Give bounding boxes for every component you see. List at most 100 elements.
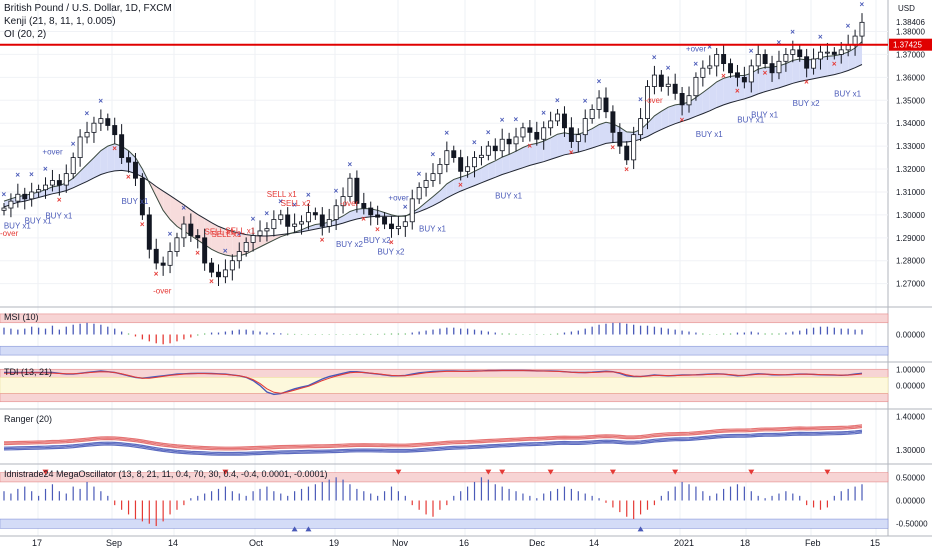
cloud-segment [716,78,724,108]
candle-body [748,65,754,83]
oi-indicator-label[interactable]: OI (20, 2) [4,29,47,40]
cloud-segment [529,143,537,166]
tdi-zero-tick: 0.00000 [896,382,925,391]
buy-cross-marker: × [707,42,712,51]
sell-signal-label: SELL x2 [281,199,311,208]
candle-body [174,237,180,252]
cloud-segment [52,185,60,194]
tdi-lower-band [0,393,889,403]
cloud-segment [827,55,835,76]
candle-body [312,212,318,216]
sell-signal-label: SELL x1 [211,230,241,239]
kenji-indicator-label[interactable]: Kenji (21, 8, 11, 1, 0.005) [4,16,116,27]
candle [561,106,567,137]
candle [333,199,339,231]
cloud-segment [785,60,793,86]
price-tick-label: 1.36000 [896,73,925,82]
sell-cross-marker: × [361,214,366,223]
sell-cross-marker: × [624,165,629,174]
cloud-segment [792,59,800,84]
sell-arrow-marker [499,469,506,475]
cloud-segment [100,146,108,175]
cloud-segment [834,54,842,75]
candle [15,183,21,208]
price-tick-label: 1.31000 [896,188,925,197]
candle [340,187,346,214]
msi-upper-band [0,313,889,324]
candle-body [589,109,595,120]
candle-body [568,127,574,142]
candle [513,127,519,152]
cloud-segment [522,144,530,168]
candle-body [278,214,284,220]
cloud-segment [536,141,544,164]
cloud-segment [550,134,558,160]
candle [451,145,457,163]
candle-body [354,177,360,204]
cloud-segment [336,216,344,225]
cloud-segment [87,157,94,182]
candle [444,141,450,173]
sell-arrow-marker [672,469,679,475]
cloud-segment [661,107,669,130]
candle-body [478,154,484,158]
candle-body [236,251,242,262]
candle-body [423,180,429,188]
candle [98,109,104,131]
candle [70,152,76,179]
buy-cross-marker: × [43,164,48,173]
candle [804,48,810,78]
sell-arrow-marker [485,469,492,475]
cloud-segment [502,154,510,175]
currency-label: USD [898,4,915,13]
buy-signal-label: BUY x1 [696,130,724,139]
candle [354,170,360,213]
cloud-segment [107,143,115,173]
candle-body [721,54,727,65]
candle [651,65,657,95]
cloud-segment [433,190,440,206]
candle [264,222,270,242]
buy-cross-marker: × [514,115,519,124]
candle-body [132,161,138,179]
candle-body [56,180,62,186]
candle [49,169,55,192]
candle [783,48,789,72]
buy-cross-marker: × [860,0,865,9]
cloud-segment [474,167,482,186]
candle-body [582,118,588,136]
candle-body [548,120,554,129]
candle [811,48,817,75]
tdi-mid-band [0,377,889,394]
cloud-segment [647,115,655,137]
symbol-title[interactable]: British Pound / U.S. Dollar, 1D, FXCM [4,3,172,14]
candle-body [465,166,471,172]
candle [423,172,429,197]
candle [645,80,650,130]
date-axis-label: Oct [249,538,264,548]
sell-cross-marker: × [527,142,532,151]
candle-body [790,49,796,55]
candle-body [402,221,408,227]
candle [492,138,498,160]
candle-body [389,223,394,230]
candle-body [361,203,367,209]
buy-cross-marker: × [181,203,186,212]
candle-body [444,150,450,165]
candle-body [264,228,270,232]
candle-body [257,230,263,236]
candle [665,76,671,96]
candle-body [347,177,353,197]
candle [631,126,637,170]
candle [728,58,734,78]
candle [555,108,561,126]
candle-body [485,145,491,156]
cloud-segment [460,174,468,192]
candle [389,216,394,238]
candle [236,242,242,269]
candle [485,141,491,161]
candle [382,212,388,230]
candle-body [783,54,789,62]
candle [472,151,477,178]
